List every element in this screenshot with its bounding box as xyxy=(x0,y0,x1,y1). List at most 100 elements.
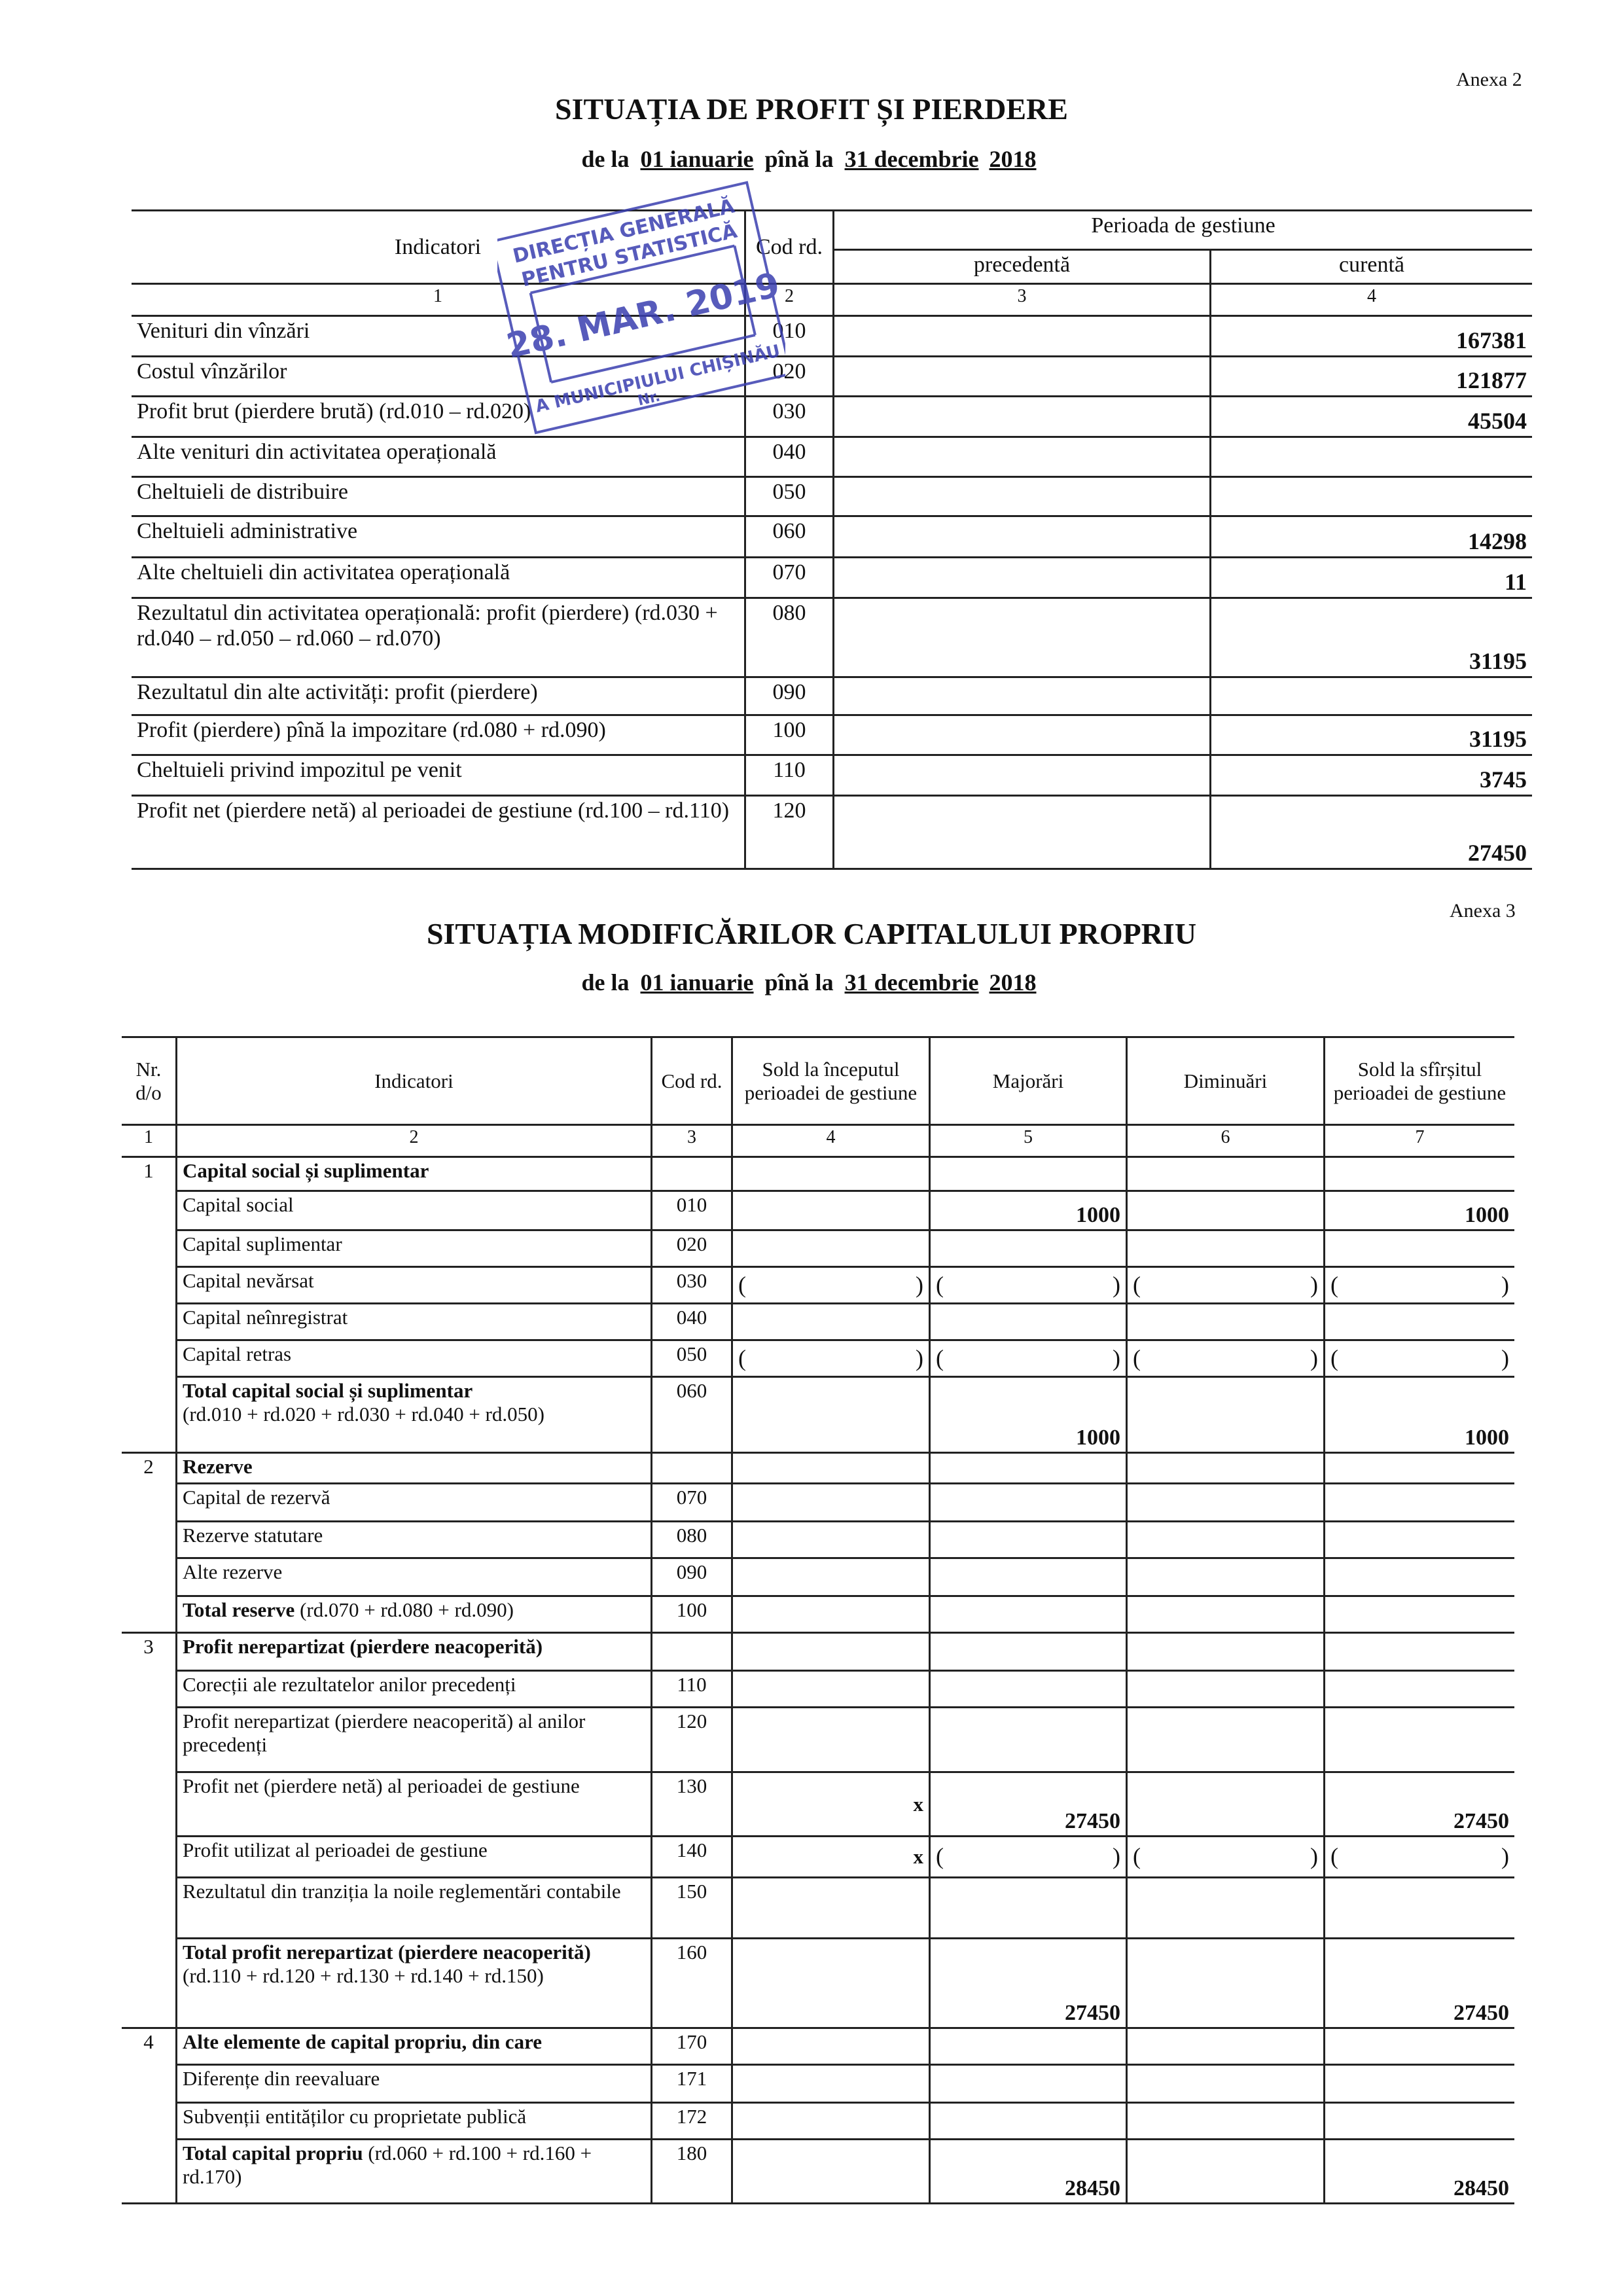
value-cell: 28450 xyxy=(931,2138,1128,2202)
value-cell xyxy=(1325,1706,1514,1771)
value-cell xyxy=(1128,1557,1325,1595)
value-cell xyxy=(1325,1876,1514,1937)
label-text: Capital nevărsat xyxy=(183,1269,314,1292)
table-row: Alte venituri din activitatea operaționa… xyxy=(132,436,1533,476)
value-cell xyxy=(1325,1557,1514,1595)
row-number xyxy=(122,1190,177,1229)
value-cell xyxy=(733,2138,931,2202)
value-cell xyxy=(1325,1229,1514,1266)
value-cell xyxy=(931,1452,1128,1482)
value-cell xyxy=(1325,1520,1514,1557)
row-code xyxy=(652,1632,733,1670)
value-cell xyxy=(1128,1302,1325,1339)
header-cell: Sold la începutul perioadei de gestiune xyxy=(733,1036,931,1124)
row-number xyxy=(122,1302,177,1339)
column-number: 1 xyxy=(122,1124,177,1156)
value-cell xyxy=(733,1595,931,1632)
bracketed-value: () xyxy=(1325,1339,1514,1376)
value-cell xyxy=(1128,1520,1325,1557)
value-cell xyxy=(1128,1156,1325,1190)
row-code: 110 xyxy=(652,1670,733,1706)
table-row: 2 Rezerve xyxy=(122,1452,1514,1482)
table-row: Alte cheltuieli din activitatea operațio… xyxy=(132,556,1533,597)
row-number xyxy=(122,1557,177,1595)
value-cell xyxy=(733,1937,931,2027)
row-label: Rezultatul din activitatea operațională:… xyxy=(132,597,746,676)
row-code: 080 xyxy=(746,597,834,676)
table-row: Capital nevărsat 030()()()() xyxy=(122,1266,1514,1302)
not-applicable-mark: x xyxy=(733,1771,931,1835)
row-code: 130 xyxy=(652,1771,733,1835)
row-label: Cheltuieli administrative xyxy=(132,515,746,556)
row-label: Capital nevărsat xyxy=(177,1266,652,1302)
header-period: Perioada de gestiune xyxy=(834,209,1533,249)
row-label: Alte cheltuieli din activitatea operațio… xyxy=(132,556,746,597)
row-label: Cheltuieli privind impozitul pe venit xyxy=(132,754,746,795)
profit-loss-table: Indicatori Cod rd. Perioada de gestiune … xyxy=(132,209,1533,870)
row-number xyxy=(122,1376,177,1452)
row-code: 090 xyxy=(652,1557,733,1595)
previous-value xyxy=(834,476,1211,515)
row-code: 120 xyxy=(652,1706,733,1771)
row-label: Corecții ale rezultatelor anilor precede… xyxy=(177,1670,652,1706)
row-code: 100 xyxy=(652,1595,733,1632)
value-cell: 27450 xyxy=(1325,1771,1514,1835)
current-value xyxy=(1211,476,1533,515)
previous-value xyxy=(834,515,1211,556)
table-row: Capital suplimentar 020 xyxy=(122,1229,1514,1266)
value-cell xyxy=(733,1876,931,1937)
label-text: Total capital propriu xyxy=(183,2142,363,2164)
table-row: Subvenții entităților cu proprietate pub… xyxy=(122,2102,1514,2138)
column-number: 4 xyxy=(1211,283,1533,315)
current-value: 31195 xyxy=(1211,714,1533,754)
row-label: Total reserve (rd.070 + rd.080 + rd.090) xyxy=(177,1595,652,1632)
value-cell xyxy=(1128,1190,1325,1229)
row-label: Capital neînregistrat xyxy=(177,1302,652,1339)
row-code: 030 xyxy=(746,395,834,436)
value-cell xyxy=(1325,1452,1514,1482)
row-code: 050 xyxy=(746,476,834,515)
table-row: Profit nerepartizat (pierdere neacoperit… xyxy=(122,1706,1514,1771)
table-row: Total profit nerepartizat (pierdere neac… xyxy=(122,1937,1514,2027)
value-cell xyxy=(931,2102,1128,2138)
label-text: Total capital social și suplimentar xyxy=(183,1379,473,1402)
value-cell xyxy=(931,1706,1128,1771)
value-cell xyxy=(733,1376,931,1452)
value-cell xyxy=(1325,1156,1514,1190)
row-number xyxy=(122,2138,177,2202)
column-number: 3 xyxy=(834,283,1211,315)
current-value: 27450 xyxy=(1211,795,1533,868)
value-cell xyxy=(931,1557,1128,1595)
previous-value xyxy=(834,676,1211,714)
row-label: Profit nerepartizat (pierdere neacoperit… xyxy=(177,1632,652,1670)
value-cell xyxy=(733,1452,931,1482)
row-code: 080 xyxy=(652,1520,733,1557)
table-row: Profit (pierdere) pînă la impozitare (rd… xyxy=(132,714,1533,754)
value-cell xyxy=(1325,2027,1514,2064)
row-number xyxy=(122,1482,177,1520)
label-formula: (rd.010 + rd.020 + rd.030 + rd.040 + rd.… xyxy=(183,1402,544,1426)
row-label: Alte elemente de capital propriu, din ca… xyxy=(177,2027,652,2064)
bracketed-value: () xyxy=(1128,1835,1325,1876)
current-value: 121877 xyxy=(1211,355,1533,395)
row-code: 040 xyxy=(652,1302,733,1339)
value-cell xyxy=(1128,1376,1325,1452)
bracketed-value: () xyxy=(931,1266,1128,1302)
label-formula: (rd.110 + rd.120 + rd.130 + rd.140 + rd.… xyxy=(183,1964,544,1987)
row-label: Rezerve statutare xyxy=(177,1520,652,1557)
row-number xyxy=(122,1835,177,1876)
bracketed-value: () xyxy=(931,1835,1128,1876)
row-number xyxy=(122,2102,177,2138)
row-number: 3 xyxy=(122,1632,177,1670)
row-code: 160 xyxy=(652,1937,733,2027)
current-value: 11 xyxy=(1211,556,1533,597)
value-cell xyxy=(1325,1482,1514,1520)
row-code: 060 xyxy=(746,515,834,556)
column-number: 1 xyxy=(132,283,746,315)
row-code: 150 xyxy=(652,1876,733,1937)
row-code: 100 xyxy=(746,714,834,754)
value-cell xyxy=(931,1229,1128,1266)
annex-2-label: Anexa 2 xyxy=(1456,69,1522,90)
row-code: 070 xyxy=(652,1482,733,1520)
header-cell: Diminuări xyxy=(1128,1036,1325,1124)
